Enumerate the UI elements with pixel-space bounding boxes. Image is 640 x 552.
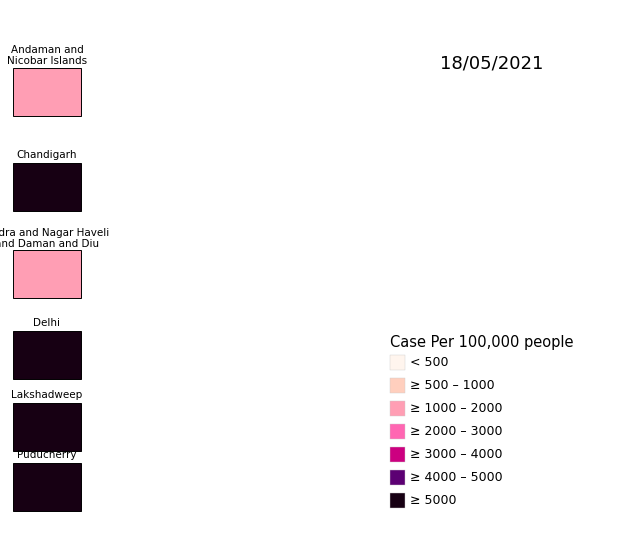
Text: Nicobar Islands: Nicobar Islands	[7, 56, 87, 66]
Bar	[390, 424, 405, 439]
Text: ≥ 1000 – 2000: ≥ 1000 – 2000	[410, 402, 502, 415]
Text: Chandigarh: Chandigarh	[17, 150, 77, 160]
Text: Case Per 100,000 people: Case Per 100,000 people	[390, 335, 573, 350]
Text: Dadra and Nagar Haveli: Dadra and Nagar Haveli	[0, 228, 109, 238]
Text: ≥ 3000 – 4000: ≥ 3000 – 4000	[410, 448, 502, 461]
Text: ≥ 5000: ≥ 5000	[410, 494, 456, 507]
Bar	[13, 403, 81, 451]
Bar	[13, 163, 81, 211]
Bar	[390, 470, 405, 485]
Bar	[13, 331, 81, 379]
Text: Puducherry: Puducherry	[17, 450, 77, 460]
Bar	[390, 355, 405, 370]
Text: 18/05/2021: 18/05/2021	[440, 55, 543, 73]
Text: ≥ 500 – 1000: ≥ 500 – 1000	[410, 379, 495, 392]
Text: Lakshadweep: Lakshadweep	[12, 390, 83, 400]
Bar	[390, 447, 405, 462]
Bar	[390, 493, 405, 508]
Text: ≥ 4000 – 5000: ≥ 4000 – 5000	[410, 471, 502, 484]
Text: Andaman and: Andaman and	[11, 45, 83, 55]
Bar	[390, 378, 405, 393]
Text: ≥ 2000 – 3000: ≥ 2000 – 3000	[410, 425, 502, 438]
Text: and Daman and Diu: and Daman and Diu	[0, 239, 99, 249]
Bar	[390, 401, 405, 416]
Text: Delhi: Delhi	[33, 318, 61, 328]
Bar	[13, 68, 81, 116]
Bar	[13, 250, 81, 298]
Text: < 500: < 500	[410, 356, 449, 369]
Bar	[13, 463, 81, 511]
